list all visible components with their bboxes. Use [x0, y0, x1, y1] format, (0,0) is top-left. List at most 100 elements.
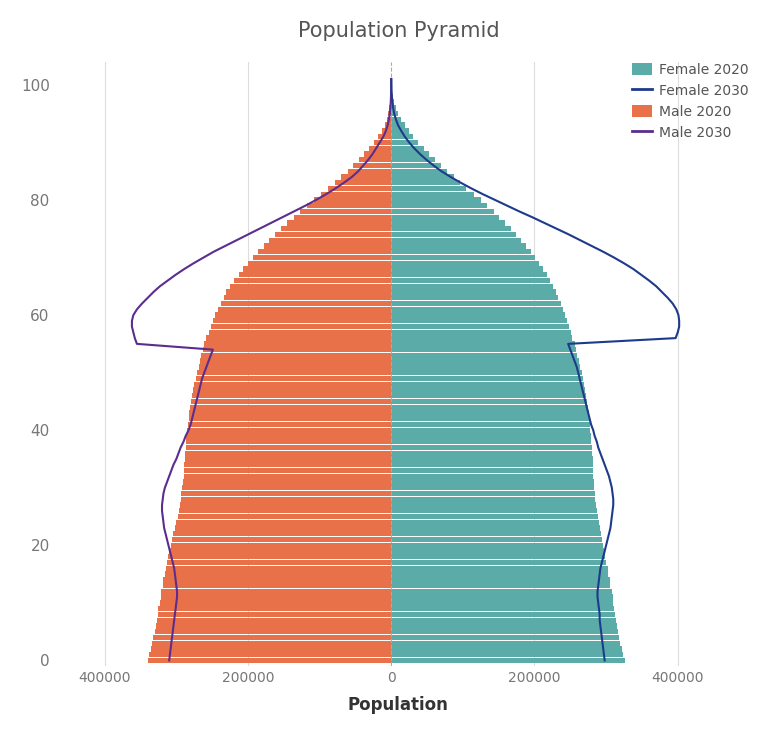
- Bar: [353, 162, 391, 168]
- Bar: [186, 445, 391, 450]
- Bar: [391, 542, 603, 548]
- Bar: [328, 186, 391, 191]
- Bar: [391, 146, 424, 151]
- Title: Population Pyramid: Population Pyramid: [297, 21, 499, 41]
- Bar: [184, 468, 391, 473]
- Bar: [179, 508, 391, 514]
- Bar: [391, 399, 588, 404]
- Bar: [391, 318, 567, 323]
- Bar: [391, 209, 494, 214]
- Bar: [391, 140, 419, 145]
- Bar: [391, 255, 535, 260]
- Bar: [175, 526, 391, 531]
- Bar: [172, 537, 391, 542]
- Bar: [387, 117, 391, 122]
- Bar: [391, 445, 592, 450]
- Bar: [187, 434, 391, 439]
- X-axis label: Population: Population: [348, 696, 449, 714]
- Bar: [391, 617, 616, 623]
- Bar: [203, 347, 391, 352]
- Bar: [391, 295, 558, 301]
- Bar: [391, 479, 594, 484]
- Bar: [391, 324, 569, 329]
- Bar: [163, 583, 391, 588]
- Bar: [391, 312, 565, 318]
- Bar: [379, 134, 391, 140]
- Bar: [391, 243, 526, 248]
- Bar: [391, 192, 474, 197]
- Bar: [390, 99, 391, 105]
- Bar: [199, 365, 391, 370]
- Bar: [391, 284, 553, 289]
- Bar: [391, 422, 591, 427]
- Bar: [391, 583, 611, 588]
- Bar: [391, 491, 594, 496]
- Bar: [369, 146, 391, 151]
- Bar: [391, 237, 521, 243]
- Bar: [391, 266, 543, 272]
- Bar: [189, 410, 391, 415]
- Bar: [215, 312, 391, 318]
- Bar: [391, 485, 594, 490]
- Bar: [182, 485, 391, 490]
- Bar: [187, 428, 391, 433]
- Bar: [152, 640, 391, 646]
- Bar: [184, 462, 391, 467]
- Bar: [391, 151, 429, 157]
- Bar: [391, 416, 590, 421]
- Bar: [169, 548, 391, 553]
- Bar: [174, 531, 391, 537]
- Bar: [391, 134, 413, 140]
- Bar: [151, 646, 391, 651]
- Bar: [391, 290, 556, 295]
- Bar: [243, 266, 391, 272]
- Bar: [391, 589, 612, 594]
- Bar: [391, 548, 604, 553]
- Bar: [190, 404, 391, 410]
- Bar: [253, 255, 391, 260]
- Bar: [170, 542, 391, 548]
- Bar: [391, 577, 610, 583]
- Bar: [391, 99, 394, 105]
- Bar: [185, 451, 391, 456]
- Bar: [391, 439, 591, 445]
- Bar: [391, 123, 405, 128]
- Bar: [234, 278, 391, 283]
- Bar: [341, 174, 391, 179]
- Bar: [391, 203, 487, 209]
- Bar: [270, 237, 391, 243]
- Bar: [184, 473, 391, 479]
- Bar: [391, 186, 466, 191]
- Bar: [391, 359, 579, 364]
- Bar: [230, 284, 391, 289]
- Bar: [391, 335, 572, 341]
- Bar: [391, 508, 597, 514]
- Bar: [204, 341, 391, 346]
- Bar: [300, 209, 391, 214]
- Bar: [391, 451, 592, 456]
- Bar: [391, 537, 602, 542]
- Bar: [180, 497, 391, 502]
- Bar: [391, 381, 584, 387]
- Bar: [391, 560, 606, 565]
- Bar: [391, 157, 435, 162]
- Bar: [155, 629, 391, 634]
- Bar: [227, 290, 391, 295]
- Bar: [391, 531, 601, 537]
- Bar: [391, 473, 593, 479]
- Bar: [391, 220, 505, 226]
- Bar: [147, 658, 391, 663]
- Bar: [391, 162, 441, 168]
- Bar: [157, 617, 391, 623]
- Bar: [391, 330, 571, 335]
- Bar: [391, 612, 615, 617]
- Bar: [177, 520, 391, 525]
- Bar: [382, 128, 391, 134]
- Bar: [183, 479, 391, 484]
- Bar: [294, 215, 391, 220]
- Bar: [201, 353, 391, 358]
- Bar: [391, 468, 593, 473]
- Bar: [391, 462, 592, 467]
- Bar: [220, 301, 391, 306]
- Bar: [391, 117, 401, 122]
